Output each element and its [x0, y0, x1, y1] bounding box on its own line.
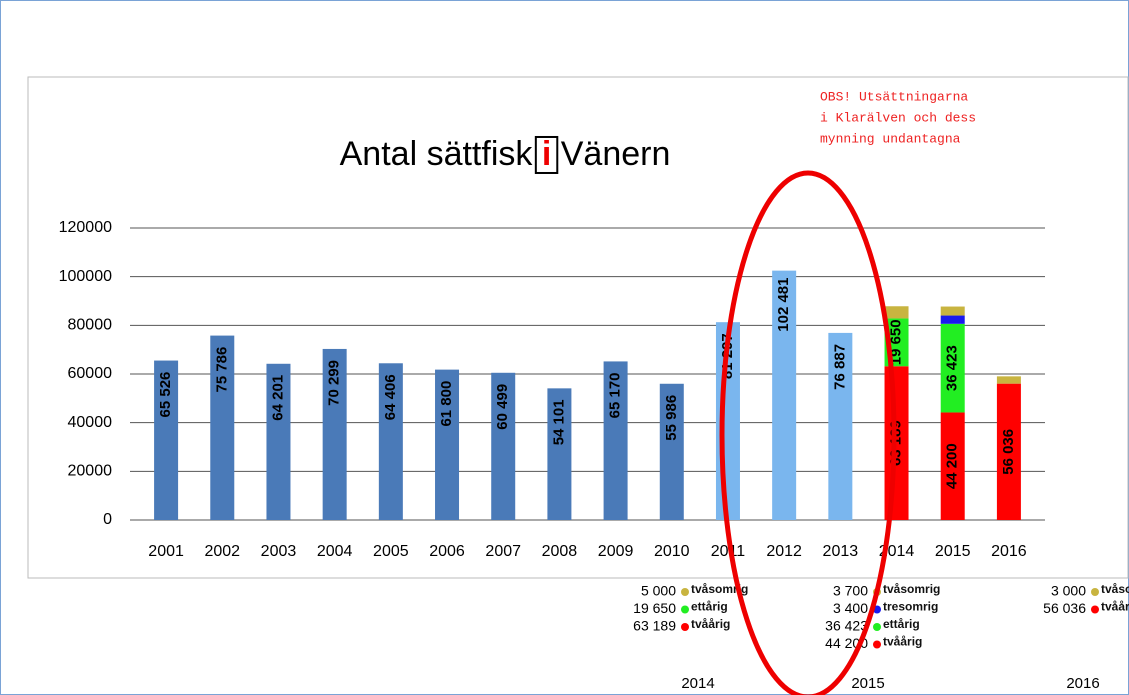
bar [940, 306, 965, 316]
bar [266, 363, 291, 520]
x-tick-label: 2012 [766, 543, 802, 560]
value-label: 36 423 [944, 345, 961, 391]
value-label: 54 101 [550, 399, 567, 445]
breakdown-name: ettårig [883, 617, 920, 631]
bar [996, 376, 1021, 384]
annotation-line: mynning undantagna [820, 131, 961, 146]
breakdown-swatch [873, 623, 881, 631]
breakdown-swatch [681, 588, 689, 596]
breakdown-swatch [681, 605, 689, 614]
x-tick-label: 2003 [261, 543, 297, 560]
breakdown-value: 3 700 [833, 583, 868, 599]
y-tick-label: 40000 [68, 414, 113, 431]
breakdown-name: tvåårig [883, 635, 922, 649]
title-emphasis-box [534, 135, 559, 174]
value-label: 64 201 [269, 375, 286, 421]
breakdown-swatch [681, 623, 689, 631]
bar [603, 361, 628, 520]
breakdown-swatch [1091, 588, 1099, 596]
y-tick-label: 100000 [59, 268, 112, 285]
x-tick-label: 2002 [204, 543, 240, 560]
chart-title: Antal sättfisk i Vänern [340, 135, 671, 173]
x-tick-label: 2008 [542, 543, 578, 560]
bar [940, 315, 965, 324]
breakdown-value: 56 036 [1043, 600, 1086, 616]
bar [322, 348, 347, 520]
bar [491, 372, 516, 520]
value-label: 70 299 [326, 360, 343, 406]
bar [940, 323, 965, 413]
value-label: 64 406 [382, 374, 399, 420]
value-label: 102 481 [775, 278, 792, 332]
highlight-ellipse [719, 170, 897, 695]
y-tick-label: 20000 [68, 463, 113, 480]
value-label: 75 786 [213, 347, 230, 393]
annotation: OBS! Utsättningarna i Klarälven och dess m… [820, 89, 976, 146]
y-tick-label: 60000 [68, 365, 113, 382]
breakdown-swatch [873, 640, 881, 649]
breakdown-value: 3 000 [1051, 583, 1086, 599]
y-tick-label: 120000 [59, 219, 112, 236]
bar [884, 366, 909, 520]
x-tick-label: 2007 [485, 543, 521, 560]
breakdown-value: 36 423 [825, 618, 868, 634]
breakdown-name: tvåårig [1101, 600, 1129, 614]
bar [996, 383, 1021, 520]
breakdown-name: ettårig [691, 600, 728, 614]
breakdown-year: 2016 [1066, 675, 1099, 692]
annotation-line: OBS! Utsättningarna [820, 89, 968, 104]
breakdown-value: 19 650 [633, 600, 676, 616]
annotation-line: i Klarälven och dess [820, 110, 976, 125]
x-tick-label: 2010 [654, 543, 690, 560]
x-tick-label: 2005 [373, 543, 409, 560]
breakdown-name: tvåsomrig [691, 582, 748, 596]
bar [772, 270, 797, 520]
breakdown-value: 63 189 [633, 618, 676, 634]
bar [940, 412, 965, 520]
breakdown-name: tvåårig [691, 617, 730, 631]
value-label: 60 499 [494, 384, 511, 430]
x-tick-label: 2001 [148, 543, 184, 560]
breakdown-name: tresomrig [883, 600, 938, 614]
value-label: 61 800 [438, 381, 455, 427]
bar [210, 335, 235, 520]
value-label: 44 200 [944, 443, 961, 489]
x-tick-label: 2004 [317, 543, 353, 560]
bar [547, 388, 572, 520]
x-tick-label: 2009 [598, 543, 634, 560]
x-tick-label: 2006 [429, 543, 465, 560]
breakdown-year: 2014 [681, 675, 714, 692]
x-tick-label: 2015 [935, 543, 971, 560]
breakdown-value: 3 400 [833, 600, 868, 616]
x-tick-label: 2016 [991, 543, 1027, 560]
value-label: 76 887 [831, 344, 848, 390]
value-label: 65 526 [157, 372, 174, 418]
bar [435, 369, 460, 520]
bar [659, 383, 684, 520]
breakdown-name: tvåsomrig [1101, 582, 1129, 596]
y-tick-label: 0 [103, 511, 112, 528]
breakdown-name: tvåsomrig [883, 582, 940, 596]
x-tick-label: 2011 [711, 543, 746, 560]
breakdown-value: 5 000 [641, 583, 676, 599]
bar [378, 363, 403, 520]
breakdown-year: 2015 [851, 675, 884, 692]
x-tick-label: 2013 [823, 543, 859, 560]
value-label: 55 986 [663, 395, 680, 441]
bar [884, 306, 909, 319]
breakdown-swatch [1091, 605, 1099, 614]
value-label: 65 170 [607, 372, 624, 418]
bar [154, 360, 179, 520]
value-label: 56 036 [1000, 429, 1017, 475]
y-tick-label: 80000 [68, 317, 113, 334]
bar [828, 332, 853, 520]
